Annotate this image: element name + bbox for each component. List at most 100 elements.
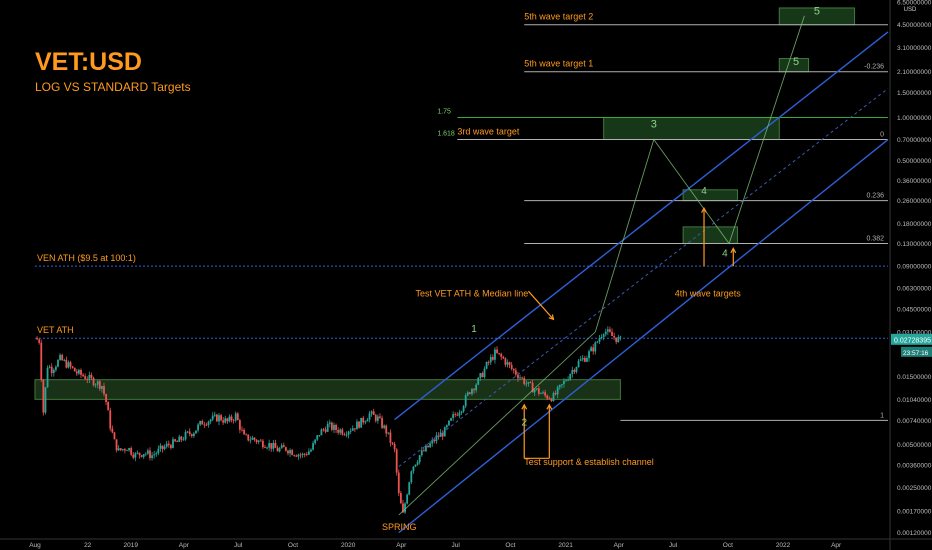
candle-body [305, 454, 308, 456]
target-zone [603, 117, 780, 141]
candle-body [165, 443, 168, 447]
candle-body [192, 433, 195, 436]
candle-body [236, 413, 239, 421]
candle-body [226, 418, 229, 422]
chart-title: VET:USD [35, 48, 142, 76]
y-tick-label: 0.00360000 [897, 462, 932, 469]
candle-body [59, 354, 61, 361]
candle-body [224, 418, 227, 423]
candle-body [502, 356, 505, 359]
candle-body [617, 337, 620, 343]
candle-body [293, 455, 296, 456]
candle-body [184, 431, 187, 440]
candle-body [341, 429, 344, 435]
arrow-head [730, 247, 737, 254]
candle-body [255, 439, 258, 443]
candle-body [42, 379, 45, 413]
candle-body [82, 374, 84, 377]
candle-body [48, 366, 51, 368]
candle-body [458, 412, 461, 416]
candle-body [259, 440, 262, 442]
candle-body [195, 430, 197, 434]
candle-body [134, 453, 137, 458]
candle-body [287, 450, 289, 454]
candle-body [316, 435, 319, 440]
candle-body [266, 447, 268, 449]
candle-body [96, 381, 99, 385]
y-tick-label: 0.13000000 [897, 241, 932, 248]
candle-body [234, 413, 237, 421]
candle-body [75, 371, 78, 374]
candle-body [402, 503, 404, 513]
candle-body [508, 362, 511, 365]
level-label: 5th wave target 1 [524, 59, 593, 69]
candle-body [69, 362, 72, 367]
candle-body [533, 389, 536, 393]
candle-body [86, 379, 89, 380]
chart-subtitle: LOG VS STANDARD Targets [35, 80, 191, 94]
fib-extension-label: 1.75 [437, 109, 451, 116]
candle-body [272, 442, 275, 449]
candle-body [466, 392, 469, 396]
candle-body [537, 388, 540, 394]
candle-body [425, 445, 427, 452]
x-tick-label: Jul [234, 542, 243, 549]
candle-body [416, 462, 419, 465]
candle-body [213, 414, 216, 416]
candle-body [105, 394, 107, 403]
candle-body [103, 386, 105, 395]
candle-body [230, 416, 233, 421]
y-tick-label: 6.50000000 [897, 0, 932, 7]
candle-body [142, 454, 145, 457]
x-tick-label: Oct [505, 542, 515, 549]
candle-body [552, 393, 555, 401]
candle-body [456, 414, 459, 416]
candle-body [310, 449, 312, 452]
candle-body [376, 416, 379, 421]
candle-body [146, 450, 149, 454]
candle-body [201, 420, 204, 425]
candle-body [303, 453, 306, 455]
candle-body [136, 452, 139, 454]
candle-body [381, 417, 383, 428]
candle-body [232, 420, 235, 422]
candle-body [218, 415, 220, 422]
candle-body [276, 447, 279, 452]
candle-body [268, 443, 271, 448]
candle-body [567, 379, 570, 381]
x-tick-label: Apr [396, 542, 407, 549]
candle-body [178, 436, 181, 442]
candle-body [151, 455, 153, 458]
candle-body [529, 381, 532, 383]
candle-body [579, 359, 582, 361]
candle-body [519, 377, 521, 379]
candle-body [220, 415, 222, 421]
candle-body [261, 440, 264, 448]
candle-body [609, 329, 611, 332]
candle-body [510, 364, 513, 369]
arrow-head [548, 314, 555, 321]
candle-body [475, 384, 478, 391]
candle-body [188, 431, 191, 435]
candle-body [176, 441, 179, 443]
candle-body [443, 427, 446, 437]
candle-body [464, 395, 467, 407]
candle-body [542, 392, 544, 394]
fib-ratio-label: 0 [880, 132, 884, 139]
candle-body [169, 445, 172, 448]
candle-body [592, 347, 595, 352]
arrow-head [521, 403, 528, 410]
fib-extension-label: 1.618 [437, 131, 455, 138]
candle-body [159, 445, 162, 449]
candle-body [414, 464, 417, 467]
candle-body [500, 353, 503, 357]
candle-body [420, 450, 423, 456]
candle-body [506, 362, 509, 365]
y-tick-label: 0.04500000 [897, 306, 932, 313]
candle-body [163, 446, 166, 449]
candle-body [247, 434, 250, 441]
candle-body [73, 367, 76, 372]
candle-body [92, 377, 95, 386]
